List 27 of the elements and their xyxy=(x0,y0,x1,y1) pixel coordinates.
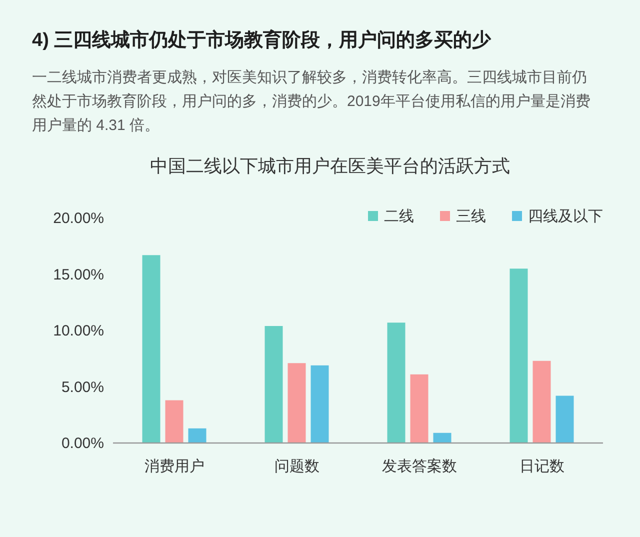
legend-label: 三线 xyxy=(456,208,486,225)
bar xyxy=(288,363,306,443)
bar xyxy=(165,400,184,443)
bar xyxy=(387,322,406,443)
y-tick-label: 5.00% xyxy=(61,378,104,396)
bar xyxy=(188,428,206,443)
x-tick-label: 发表答案数 xyxy=(382,458,457,475)
x-tick-label: 消费用户 xyxy=(144,458,204,475)
bar xyxy=(310,365,329,443)
x-tick-label: 日记数 xyxy=(519,458,564,475)
y-tick-label: 15.00% xyxy=(53,266,104,284)
bar xyxy=(510,268,528,443)
bar xyxy=(142,255,160,443)
y-tick-label: 10.00% xyxy=(53,322,104,340)
chart-subtitle: 一二线城市消费者更成熟，对医美知识了解较多，消费转化率高。三四线城市目前仍然处于市场教育阶段，用户问的多，消费的少。2019年平台使用私信的用户量是消费用户量的 4.31 倍。 xyxy=(32,68,592,136)
x-tick-label: 问题数 xyxy=(274,458,320,475)
bar xyxy=(556,396,574,443)
bar xyxy=(264,326,283,443)
bar xyxy=(433,432,452,443)
text: 中国二线以下城市用户在医美平台的活跃方式 xyxy=(150,156,510,176)
y-tick-label: 20.00% xyxy=(53,210,104,227)
legend-label: 二线 xyxy=(384,208,414,225)
bar xyxy=(532,360,551,443)
chart-title: 4) 三四线城市仍处于市场教育阶段，用户问的多买的少 xyxy=(32,28,492,53)
legend-label: 四线及以下 xyxy=(528,208,603,225)
y-tick-label: 0.00% xyxy=(61,435,104,452)
bar xyxy=(410,374,428,443)
